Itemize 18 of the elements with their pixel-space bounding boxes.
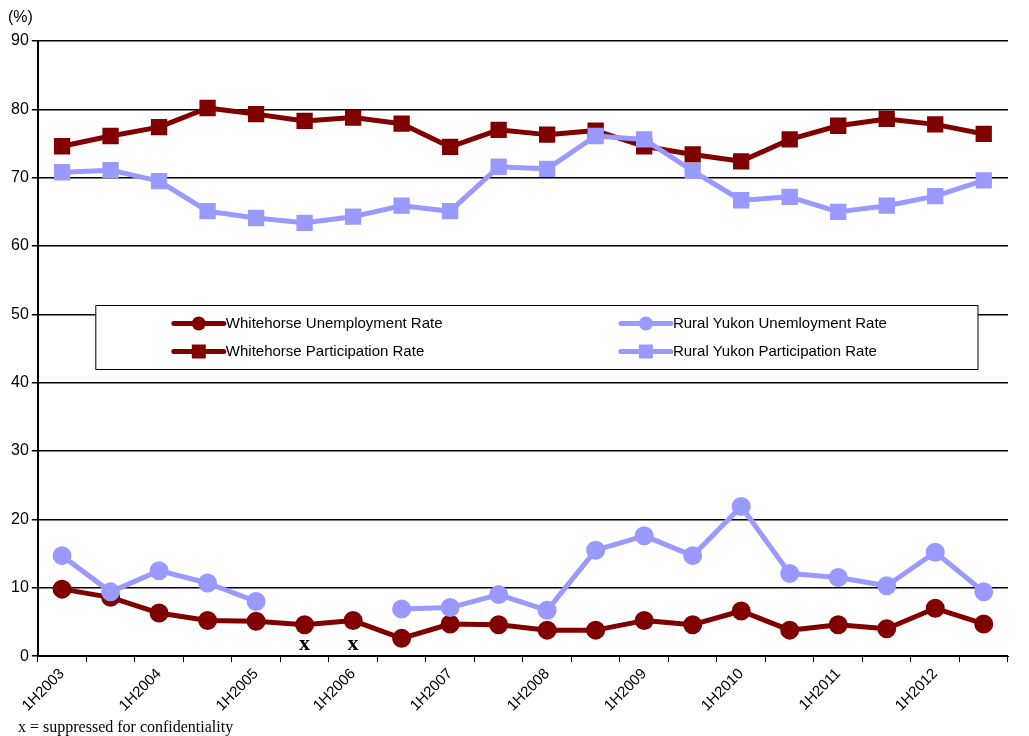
y-tick-label: 30 <box>11 441 29 459</box>
legend-label: Whitehorse Unemployment Rate <box>225 313 443 331</box>
legend-label: Rural Yukon Unemloyment Rate <box>672 313 887 331</box>
y-tick-label: 90 <box>11 31 29 49</box>
legend-label: Whitehorse Participation Rate <box>225 341 425 359</box>
y-tick-label: 40 <box>11 373 29 391</box>
legend-label: Rural Yukon Participation Rate <box>672 341 877 359</box>
y-axis-title: (%) <box>8 8 34 27</box>
text: x = suppressed for confidentiality <box>17 718 235 736</box>
y-tick-label: 50 <box>11 304 29 322</box>
text: x <box>347 629 359 655</box>
y-tick-label: 80 <box>11 99 29 117</box>
y-tick-label: 0 <box>19 646 29 664</box>
y-tick-label: 70 <box>11 168 29 186</box>
text: x <box>299 629 311 655</box>
y-tick-label: 60 <box>11 236 29 254</box>
y-tick-label: 10 <box>11 578 29 596</box>
y-tick-label: 20 <box>11 509 29 527</box>
